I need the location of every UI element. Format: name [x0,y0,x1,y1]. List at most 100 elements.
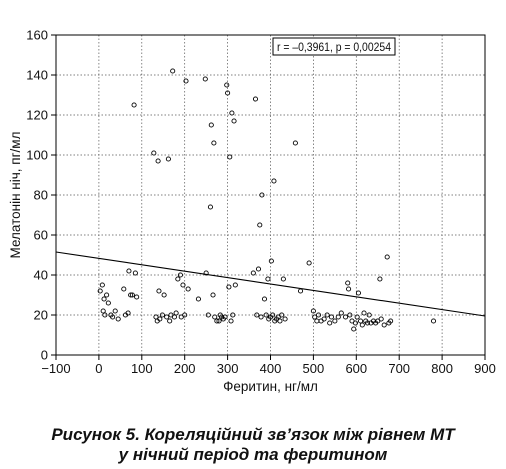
data-point [345,280,351,286]
data-point [297,288,304,294]
x-axis-label: Феритин, нг/мл [223,379,318,394]
data-point [252,96,259,102]
data-point [265,276,271,282]
data-point [170,68,176,74]
figure-caption-line-1: Рисунок 5. Кореляційний зв’язок між рівн… [51,425,455,444]
data-point [292,140,298,146]
data-point [112,308,118,314]
data-point [208,122,214,128]
data-point [351,326,357,332]
data-point [195,296,201,302]
x-tick-label: 300 [217,361,239,376]
data-point [212,314,218,320]
data-point [314,318,320,324]
data-point [378,316,384,322]
data-point [159,312,165,318]
data-point [214,318,220,324]
data-point [310,308,316,314]
data-point [231,118,237,124]
data-point [328,314,334,320]
data-point [377,276,383,282]
data-point [258,314,264,320]
x-tick-label: 100 [131,361,153,376]
data-point [359,322,365,328]
regression-line-group [55,251,486,317]
data-point [335,314,341,320]
data-point [261,296,268,302]
x-tick-label: 0 [95,361,102,376]
data-point [227,154,233,160]
data-point [388,318,394,324]
data-point [183,78,189,84]
data-point [361,310,367,316]
data-point [257,222,263,228]
data-point [134,294,140,300]
data-point [270,312,276,318]
y-tick-label: 60 [34,228,48,243]
data-point [355,290,361,296]
data-point [110,314,116,320]
data-point [280,276,286,282]
data-point [232,282,238,288]
data-point [254,312,260,318]
data-point [101,296,107,302]
data-point [121,286,127,292]
y-tick-label: 20 [34,308,48,323]
data-point [105,300,111,306]
data-point [312,314,318,320]
data-point [131,102,137,108]
data-point [343,314,349,320]
data-point [155,158,161,164]
data-point [104,292,110,298]
data-point [430,318,437,324]
data-point [306,260,312,266]
data-point [161,292,167,298]
x-tick-label: 500 [303,361,325,376]
data-point [211,140,217,146]
data-point [352,320,358,326]
data-points [97,68,437,332]
data-point [358,318,364,324]
data-point [102,312,108,318]
x-axis-ticks: −100 0 100 200 300 400 500 600 700 800 900 [41,355,496,376]
data-point [157,316,163,322]
data-point [205,312,211,318]
data-point [225,90,231,96]
data-point [338,310,344,316]
data-point [216,318,222,324]
data-point [164,314,170,320]
data-point [250,270,256,276]
y-tick-label: 120 [26,108,48,123]
y-axis-label: Мелатонін ніч, пг/мл [8,132,23,259]
data-point [180,282,186,288]
data-point [115,316,121,322]
x-tick-label: 600 [345,361,367,376]
scatter-chart: −100 0 100 200 300 400 500 600 700 800 900 0204060… [8,28,496,395]
data-point [332,318,338,324]
data-point [346,286,352,292]
data-point [177,272,183,278]
data-point [268,258,274,264]
data-point [327,320,333,326]
data-point [228,318,234,324]
data-point [182,312,188,318]
data-point [384,254,390,260]
figure-caption-line-2: у нічний період та феритином [118,445,388,464]
data-point [202,76,208,82]
data-point [279,312,285,318]
correlation-annotation: r = –0,3961, p = 0,00254 [277,42,392,54]
x-tick-label: 200 [174,361,196,376]
data-point [366,312,372,318]
data-point [229,110,235,116]
x-tick-label: 800 [431,361,453,376]
data-point [185,286,191,292]
data-point [224,82,230,88]
x-tick-label: −100 [41,361,70,376]
data-point [263,312,269,318]
data-point [132,270,138,276]
data-point [364,320,371,326]
data-point [125,310,131,316]
data-point [203,270,209,276]
data-point [222,314,228,320]
data-point [255,266,262,272]
